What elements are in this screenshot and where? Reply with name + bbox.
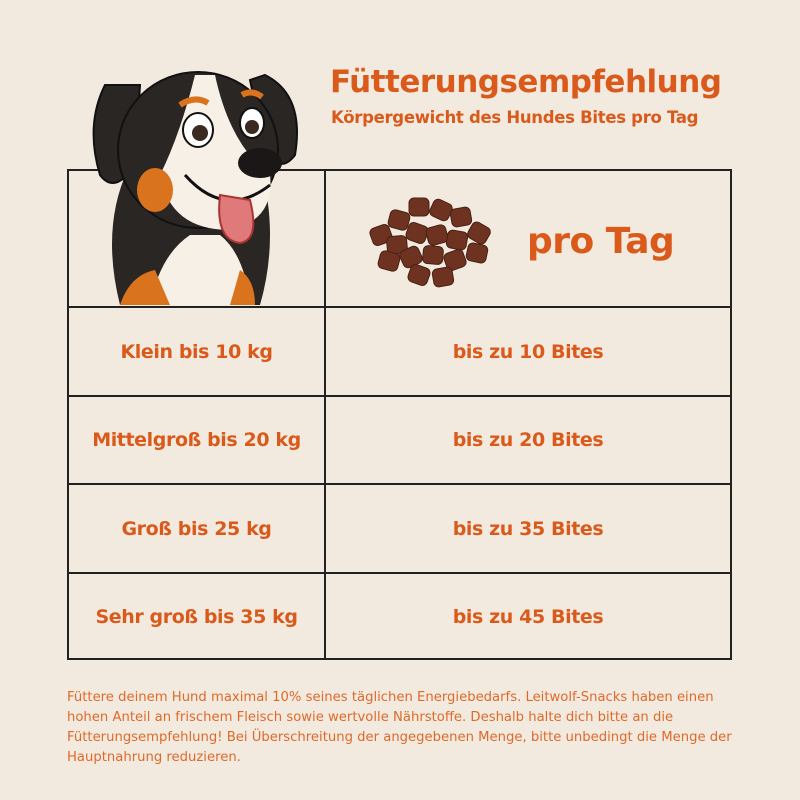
- row-divider: [69, 572, 730, 574]
- page-title: Fütterungsempfehlung: [330, 64, 722, 100]
- bites-cell: bis zu 35 Bites: [452, 517, 604, 540]
- bites-cell: bis zu 20 Bites: [452, 429, 604, 451]
- row-divider: [69, 483, 730, 485]
- weight-cell: Sehr groß bis 35 kg: [95, 606, 298, 628]
- weight-cell: Klein bis 10 kg: [120, 340, 273, 363]
- row-divider: [69, 395, 730, 397]
- weight-cell: Groß bis 25 kg: [121, 517, 272, 540]
- column-divider: [324, 171, 326, 658]
- per-day-heading: pro Tag: [527, 221, 675, 262]
- treats-icon: [369, 197, 491, 288]
- dog-illustration-icon: [92, 71, 298, 305]
- feeding-table: pro Tag Klein bis 10 kg bis zu 10 Bites …: [67, 169, 732, 660]
- bites-cell: bis zu 10 Bites: [452, 340, 604, 363]
- bites-cell: bis zu 45 Bites: [452, 606, 604, 628]
- row-divider: [69, 306, 730, 308]
- feeding-note: Füttere deinem Hund maximal 10% seines t…: [67, 690, 732, 765]
- weight-cell: Mittelgroß bis 20 kg: [92, 429, 301, 451]
- page-subtitle: Körpergewicht des Hundes Bites pro Tag: [331, 108, 699, 127]
